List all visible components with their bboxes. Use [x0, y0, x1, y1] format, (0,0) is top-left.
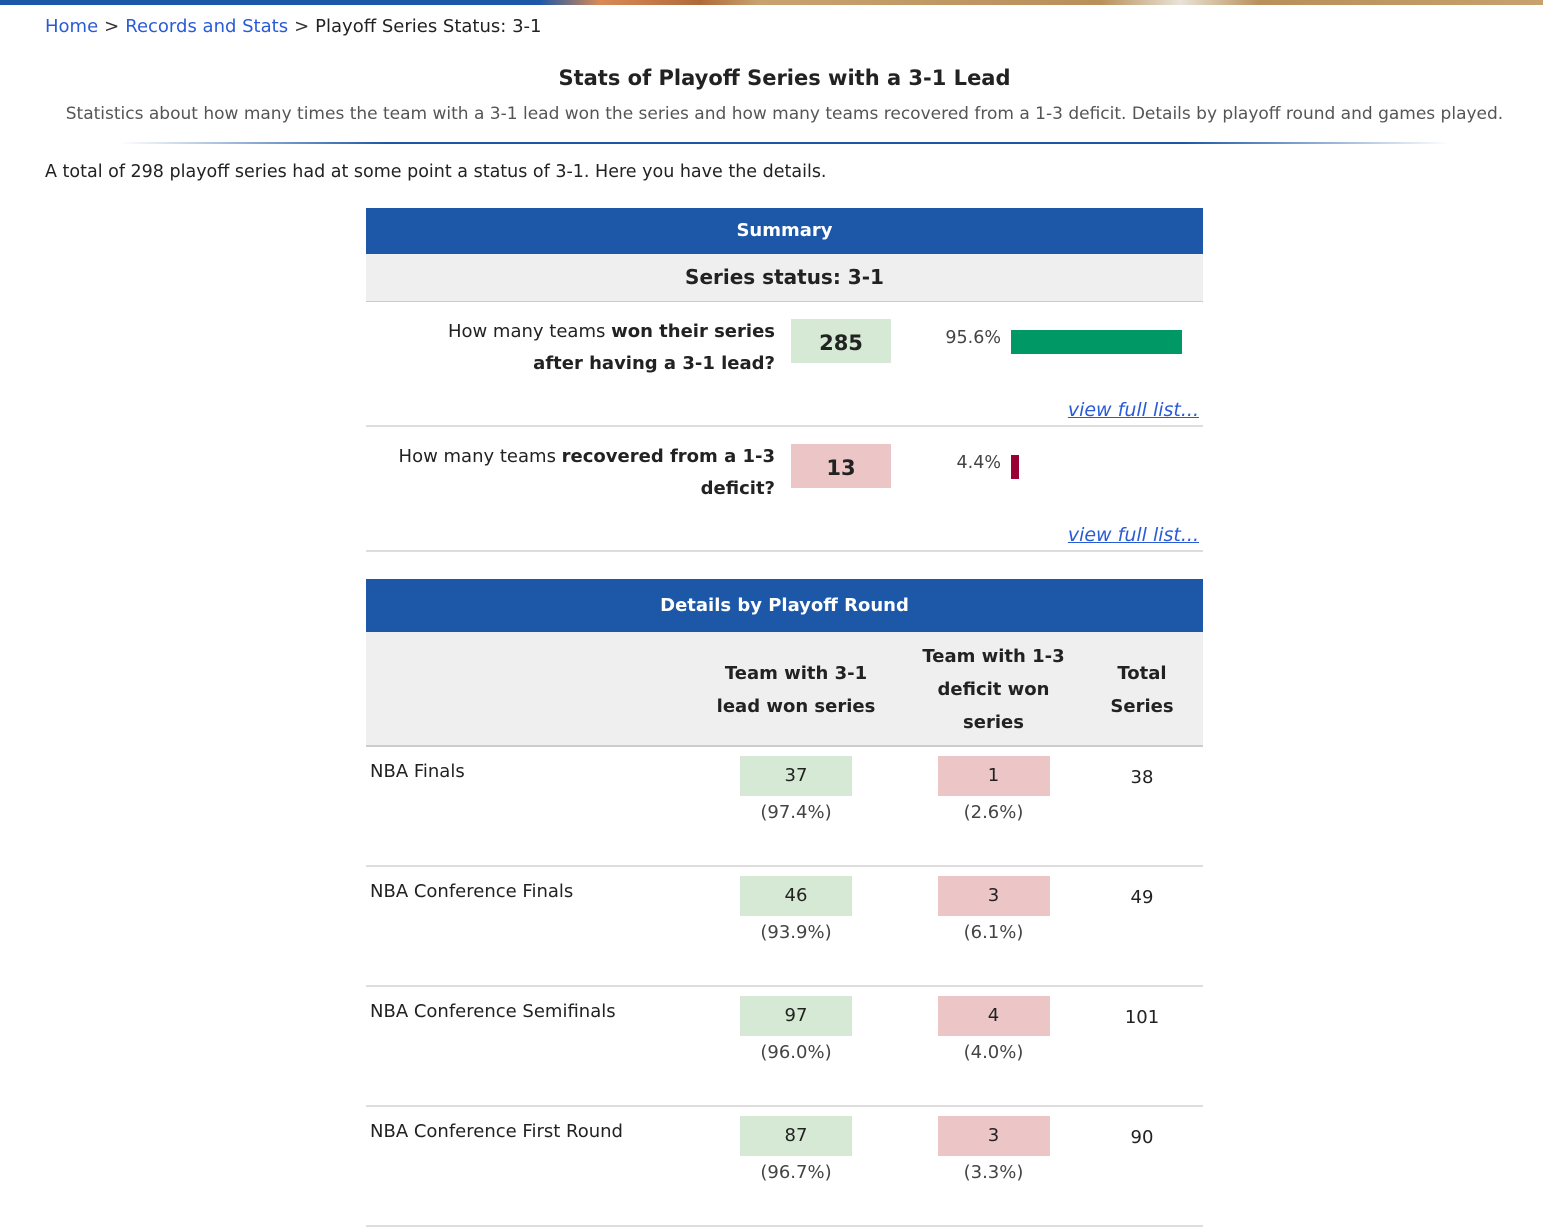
breadcrumb-separator: > [104, 16, 120, 37]
table-row: NBA Finals 37 (97.4%) 1 (2.6%) 38 [366, 746, 1203, 867]
deficit-percent: (6.1%) [963, 922, 1024, 943]
round-name: NBA Conference Semifinals [366, 986, 686, 1107]
deficit-cell: 1 (2.6%) [906, 746, 1081, 867]
summary-row: How many teams recovered from a 1-3 defi… [366, 427, 1203, 552]
deficit-percent: (4.0%) [963, 1042, 1024, 1063]
deficit-cell: 4 (4.0%) [906, 986, 1081, 1107]
deficit-value: 3 [937, 1116, 1050, 1156]
percent-label: 95.6% [945, 328, 1001, 348]
view-full-list-link[interactable]: view full list... [1067, 399, 1199, 421]
page-title: Stats of Playoff Series with a 3-1 Lead [558, 66, 1011, 90]
breadcrumb-home[interactable]: Home [45, 16, 99, 37]
won-percent: (97.4%) [760, 802, 832, 823]
round-name: NBA Conference First Round [366, 1106, 686, 1227]
column-header-won: Team with 3-1 lead won series [686, 632, 906, 747]
column-header-total: Total Series [1081, 632, 1203, 747]
breadcrumb-separator: > [294, 16, 310, 37]
won-percent: (96.0%) [760, 1042, 832, 1063]
won-value: 37 [740, 756, 852, 796]
header-banner [0, 0, 1543, 5]
breadcrumb: Home > Records and Stats > Playoff Series St… [45, 16, 541, 37]
count-value: 13 [791, 444, 891, 488]
won-percent: (96.7%) [760, 1162, 832, 1183]
won-value: 46 [740, 876, 852, 916]
percent-bar [1011, 330, 1183, 354]
table-row: NBA Conference First Round 87 (96.7%) 3 (3… [366, 1106, 1203, 1227]
deficit-value: 4 [937, 996, 1050, 1036]
won-cell: 37 (97.4%) [686, 746, 906, 867]
details-panel: Details by Playoff Round Team with 3-1 l… [366, 579, 1203, 1227]
details-table: Team with 3-1 lead won series Team with … [366, 632, 1203, 1227]
view-full-list-link[interactable]: view full list... [1067, 524, 1199, 546]
divider [120, 142, 1450, 144]
deficit-percent: (3.3%) [963, 1162, 1024, 1183]
table-row: NBA Conference Finals 46 (93.9%) 3 (6.1%) … [366, 866, 1203, 987]
question: How many teams recovered from a 1-3 defi… [398, 446, 775, 499]
won-cell: 87 (96.7%) [686, 1106, 906, 1227]
round-name: NBA Conference Finals [366, 866, 686, 987]
deficit-cell: 3 (3.3%) [906, 1106, 1081, 1227]
count-value: 285 [791, 319, 891, 363]
page-subtitle: Statistics about how many times the team… [65, 104, 1504, 124]
total-series: 38 [1081, 746, 1203, 867]
won-cell: 97 (96.0%) [686, 986, 906, 1107]
summary-row: How many teams won their series after ha… [366, 302, 1203, 427]
summary-header: Summary [366, 208, 1203, 254]
table-row: NBA Conference Semifinals 97 (96.0%) 4 (4.… [366, 986, 1203, 1107]
question: How many teams won their series after ha… [447, 321, 775, 374]
deficit-cell: 3 (6.1%) [906, 866, 1081, 987]
total-series: 49 [1081, 866, 1203, 987]
deficit-percent: (2.6%) [963, 802, 1024, 823]
total-series: 90 [1081, 1106, 1203, 1227]
total-series: 101 [1081, 986, 1203, 1107]
deficit-value: 3 [937, 876, 1050, 916]
column-header-round [366, 632, 686, 747]
deficit-value: 1 [937, 756, 1050, 796]
won-cell: 46 (93.9%) [686, 866, 906, 987]
intro-text: A total of 298 playoff series had at som… [45, 162, 827, 182]
won-percent: (93.9%) [760, 922, 832, 943]
percent-bar [1011, 455, 1019, 479]
breadcrumb-current: Playoff Series Status: 3-1 [315, 16, 542, 37]
won-value: 87 [740, 1116, 852, 1156]
round-name: NBA Finals [366, 746, 686, 867]
summary-panel: Summary Series status: 3-1 How many team… [366, 208, 1203, 552]
details-header: Details by Playoff Round [366, 579, 1203, 632]
series-status: Series status: 3-1 [366, 254, 1203, 302]
breadcrumb-records-and-stats[interactable]: Records and Stats [125, 16, 289, 37]
won-value: 97 [740, 996, 852, 1036]
percent-label: 4.4% [956, 453, 1001, 473]
column-header-deficit: Team with 1-3 deficit won series [906, 632, 1081, 747]
